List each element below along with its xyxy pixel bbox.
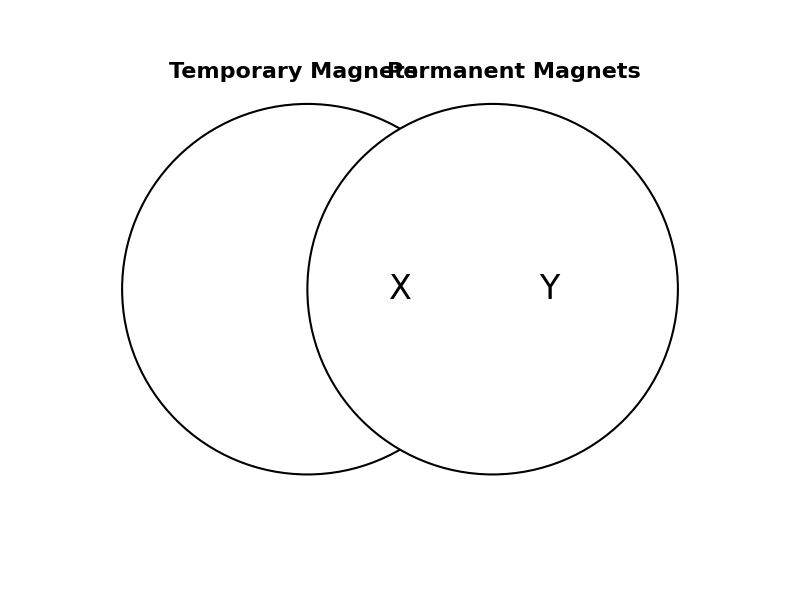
Circle shape — [307, 104, 678, 475]
Text: X: X — [389, 273, 411, 306]
Text: Temporary Magnets: Temporary Magnets — [169, 62, 418, 82]
Text: Permanent Magnets: Permanent Magnets — [387, 62, 641, 82]
Circle shape — [122, 104, 493, 475]
Text: Y: Y — [539, 273, 560, 306]
